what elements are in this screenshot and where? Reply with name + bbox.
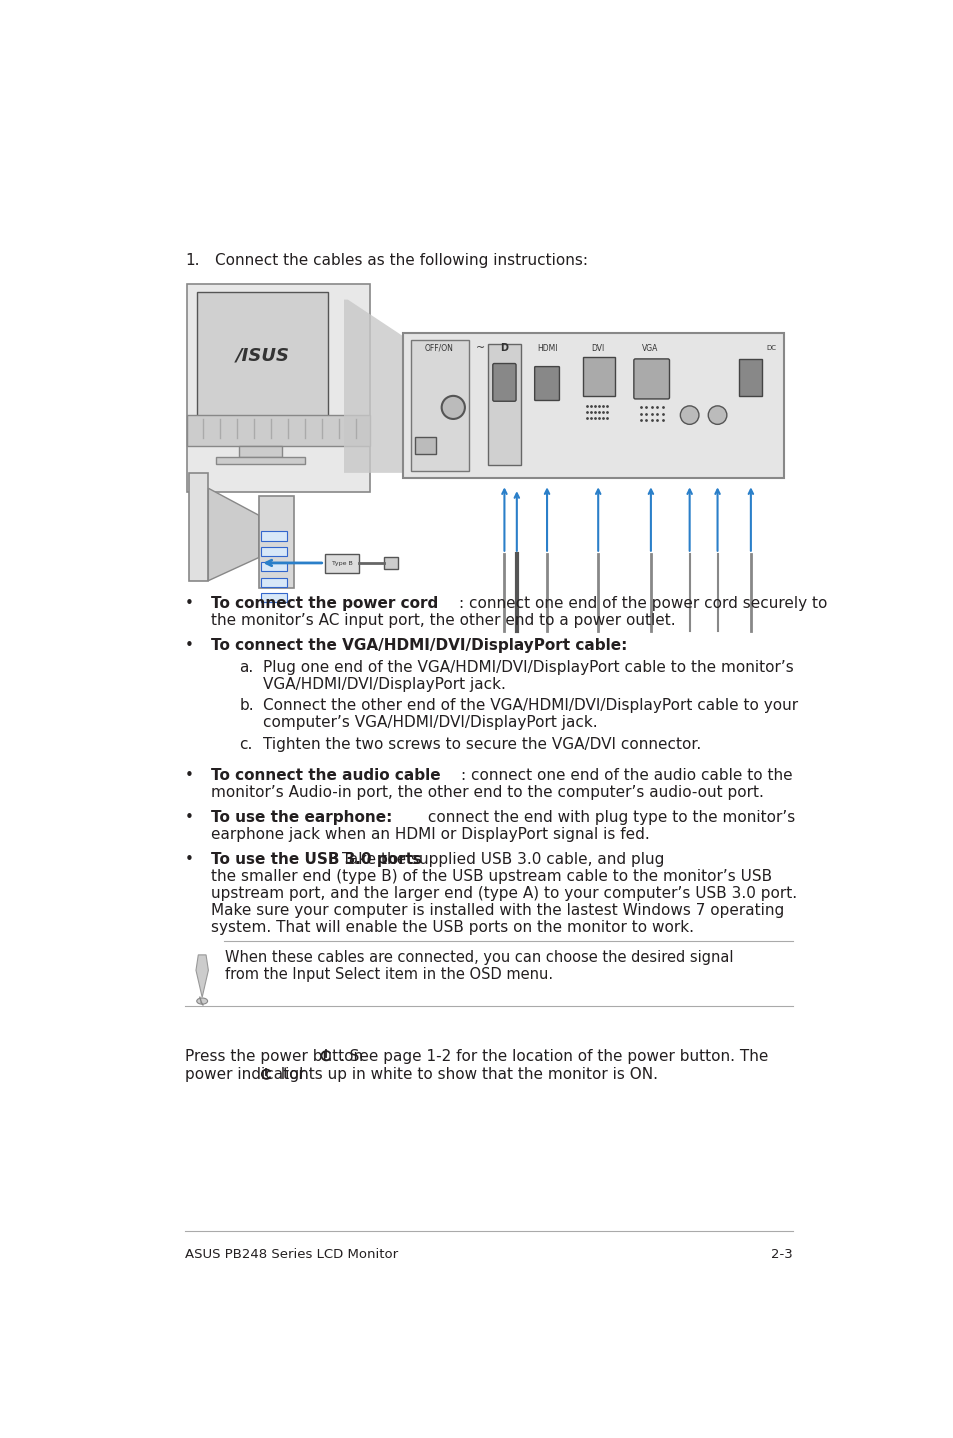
Circle shape <box>707 406 726 424</box>
FancyBboxPatch shape <box>633 360 669 398</box>
FancyBboxPatch shape <box>488 344 520 464</box>
FancyBboxPatch shape <box>261 546 287 557</box>
Text: from the Input Select item in the OSD menu.: from the Input Select item in the OSD me… <box>225 968 553 982</box>
Text: To use the earphone:: To use the earphone: <box>211 810 392 825</box>
Text: monitor’s Audio-in port, the other end to the computer’s audio-out port.: monitor’s Audio-in port, the other end t… <box>211 785 762 800</box>
Text: 1.: 1. <box>185 253 199 269</box>
Text: b.: b. <box>239 699 253 713</box>
Text: Connect the cables as the following instructions:: Connect the cables as the following inst… <box>214 253 587 269</box>
Circle shape <box>441 395 464 418</box>
Text: Plug one end of the VGA/HDMI/DVI/DisplayPort cable to the monitor’s: Plug one end of the VGA/HDMI/DVI/Display… <box>262 660 793 674</box>
Text: •: • <box>185 597 193 611</box>
FancyBboxPatch shape <box>261 562 287 571</box>
FancyBboxPatch shape <box>534 367 558 400</box>
Text: •: • <box>185 638 193 653</box>
Text: computer’s VGA/HDMI/DVI/DisplayPort jack.: computer’s VGA/HDMI/DVI/DisplayPort jack… <box>262 716 597 731</box>
FancyBboxPatch shape <box>187 285 369 492</box>
Text: system. That will enable the USB ports on the monitor to work.: system. That will enable the USB ports o… <box>211 920 693 935</box>
Circle shape <box>679 406 699 424</box>
Text: When these cables are connected, you can choose the desired signal: When these cables are connected, you can… <box>225 951 733 965</box>
Text: the monitor’s AC input port, the other end to a power outlet.: the monitor’s AC input port, the other e… <box>211 613 675 628</box>
Text: HDMI: HDMI <box>537 344 557 352</box>
FancyBboxPatch shape <box>493 364 516 401</box>
Text: DC: DC <box>765 345 776 351</box>
Text: Press the power button: Press the power button <box>185 1048 368 1064</box>
Text: connect the end with plug type to the monitor’s: connect the end with plug type to the mo… <box>423 810 795 825</box>
Text: : connect one end of the power cord securely to: : connect one end of the power cord secu… <box>458 597 826 611</box>
FancyBboxPatch shape <box>261 532 287 541</box>
Text: D: D <box>500 344 508 354</box>
Polygon shape <box>208 489 258 581</box>
Bar <box>216 457 305 463</box>
Text: Connect the other end of the VGA/HDMI/DVI/DisplayPort cable to your: Connect the other end of the VGA/HDMI/DV… <box>262 699 797 713</box>
Text: To connect the audio cable: To connect the audio cable <box>211 768 440 782</box>
Text: the smaller end (type B) of the USB upstream cable to the monitor’s USB: the smaller end (type B) of the USB upst… <box>211 870 771 884</box>
Text: •: • <box>185 853 193 867</box>
Bar <box>384 557 397 569</box>
Text: To connect the VGA/HDMI/DVI/DisplayPort cable:: To connect the VGA/HDMI/DVI/DisplayPort … <box>211 638 626 653</box>
Text: c.: c. <box>239 736 253 752</box>
Text: /ISUS: /ISUS <box>235 347 290 364</box>
Text: To use the USB 3.0 ports: To use the USB 3.0 ports <box>211 853 421 867</box>
Bar <box>258 496 294 588</box>
Text: 2-3: 2-3 <box>770 1248 792 1261</box>
Bar <box>239 446 282 457</box>
Bar <box>187 416 369 446</box>
Text: DVI: DVI <box>590 344 603 352</box>
Text: ~: ~ <box>476 344 484 354</box>
Text: To connect the power cord: To connect the power cord <box>211 597 437 611</box>
Text: VGA: VGA <box>641 344 658 352</box>
Bar <box>196 292 328 418</box>
Text: power indicator: power indicator <box>185 1067 310 1083</box>
Text: VGA/HDMI/DVI/DisplayPort jack.: VGA/HDMI/DVI/DisplayPort jack. <box>262 677 505 692</box>
Bar <box>410 341 468 470</box>
Text: Make sure your computer is installed with the lastest Windows 7 operating: Make sure your computer is installed wit… <box>211 903 783 919</box>
FancyBboxPatch shape <box>325 555 359 572</box>
Text: •: • <box>185 768 193 782</box>
Text: ASUS PB248 Series LCD Monitor: ASUS PB248 Series LCD Monitor <box>185 1248 397 1261</box>
Text: Tighten the two screws to secure the VGA/DVI connector.: Tighten the two screws to secure the VGA… <box>262 736 700 752</box>
Text: a.: a. <box>239 660 253 674</box>
Text: OFF/ON: OFF/ON <box>424 344 454 352</box>
FancyBboxPatch shape <box>261 578 287 587</box>
Text: Type B: Type B <box>332 561 353 567</box>
Bar <box>739 360 761 395</box>
Polygon shape <box>344 299 406 473</box>
Text: lights up in white to show that the monitor is ON.: lights up in white to show that the moni… <box>275 1067 658 1083</box>
Text: : Take the supplied USB 3.0 cable, and plug: : Take the supplied USB 3.0 cable, and p… <box>332 853 664 867</box>
Bar <box>189 473 208 581</box>
Text: . See page 1-2 for the location of the power button. The: . See page 1-2 for the location of the p… <box>335 1048 768 1064</box>
Text: upstream port, and the larger end (type A) to your computer’s USB 3.0 port.: upstream port, and the larger end (type … <box>211 886 796 902</box>
Ellipse shape <box>196 998 208 1004</box>
Text: earphone jack when an HDMI or DisplayPort signal is fed.: earphone jack when an HDMI or DisplayPor… <box>211 827 649 843</box>
FancyBboxPatch shape <box>261 592 287 603</box>
FancyBboxPatch shape <box>582 358 615 395</box>
Text: : connect one end of the audio cable to the: : connect one end of the audio cable to … <box>460 768 791 782</box>
Bar <box>415 437 436 453</box>
Polygon shape <box>195 955 208 997</box>
FancyBboxPatch shape <box>402 332 783 479</box>
Text: •: • <box>185 810 193 825</box>
